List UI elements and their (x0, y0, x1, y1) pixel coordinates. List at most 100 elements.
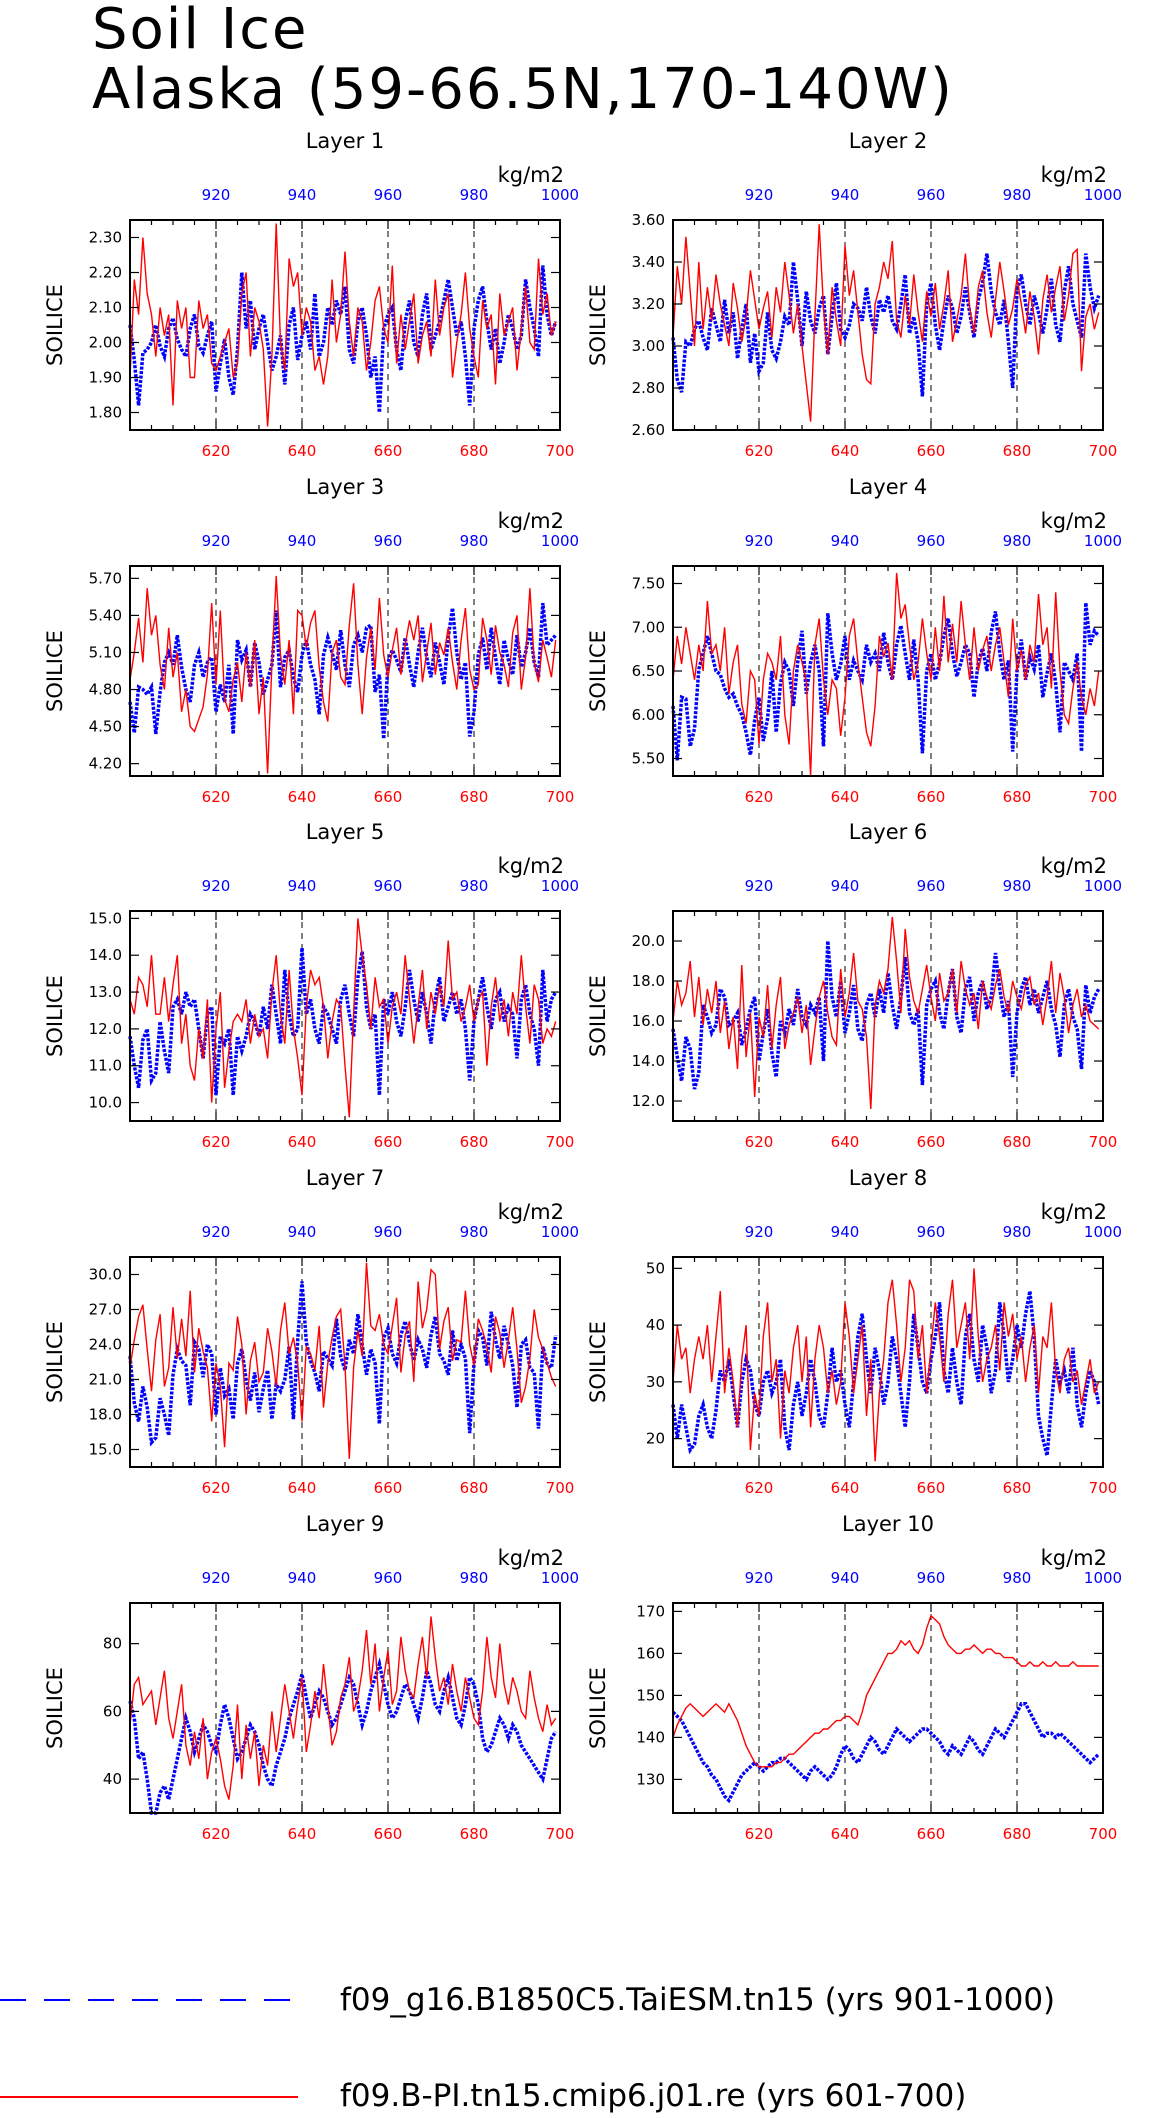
layer-1-top-tick-label: 960 (374, 186, 403, 204)
layer-7-ylabel: SOILICE (43, 1321, 67, 1403)
layer-2-top-tick-label: 960 (917, 186, 946, 204)
layer-1-top-tick-label: 920 (202, 186, 231, 204)
layer-2-bottom-tick-label: 700 (1089, 442, 1118, 460)
layer-9-bottom-tick-label: 620 (202, 1825, 231, 1843)
layer-1-bottom-tick-label: 620 (202, 442, 231, 460)
layer-5-bottom-tick-label: 680 (460, 1133, 489, 1151)
layer-2-bottom-tick-label: 680 (1003, 442, 1032, 460)
layer-10-ytick-label: 170 (636, 1602, 665, 1620)
layer-2-ytick-label: 2.80 (632, 379, 665, 397)
layer-4-ytick-label: 7.00 (632, 618, 665, 636)
layer-4-top-tick-label: 1000 (1084, 532, 1122, 550)
layer-4-bottom-tick-label: 640 (831, 788, 860, 806)
layer-7-top-tick-label: 920 (202, 1223, 231, 1241)
layer-3-top-axis-label: kg/m2 (498, 509, 564, 533)
layer-6-series-taiesm (671, 940, 1101, 1090)
layer-3-ylabel: SOILICE (43, 630, 67, 712)
layer-1-top-tick-label: 1000 (541, 186, 579, 204)
layer-8-plot-frame (672, 1256, 1104, 1468)
layer-9-plot-frame (129, 1602, 561, 1814)
layer-1-bottom-tick-label: 680 (460, 442, 489, 460)
layer-2-plot-frame (672, 219, 1104, 431)
layer-3-series-taiesm (128, 602, 558, 740)
layer-9-series-taiesm (128, 1657, 558, 1815)
layer-6-top-tick-label: 960 (917, 877, 946, 895)
layer-3-ytick-label: 4.50 (89, 718, 122, 736)
layer-1-top-axis-label: kg/m2 (498, 163, 564, 187)
figure-title-line-1: Soil Ice (92, 0, 309, 62)
layer-10-bottom-tick-label: 640 (831, 1825, 860, 1843)
layer-8-ylabel: SOILICE (586, 1321, 610, 1403)
layer-8-title: Layer 8 (849, 1166, 928, 1190)
layer-6-top-tick-label: 1000 (1084, 877, 1122, 895)
layer-2-top-tick-label: 1000 (1084, 186, 1122, 204)
layer-7-ytick-label: 18.0 (89, 1406, 122, 1424)
layer-7-series-taiesm (128, 1281, 558, 1447)
layer-4-bottom-tick-label: 620 (745, 788, 774, 806)
layer-2-ytick-label: 3.00 (632, 337, 665, 355)
layer-4-top-tick-label: 920 (745, 532, 774, 550)
layer-5-bottom-tick-label: 640 (288, 1133, 317, 1151)
layer-3-top-tick-label: 980 (460, 532, 489, 550)
layer-4-top-axis-label: kg/m2 (1041, 509, 1107, 533)
layer-8-ytick-label: 20 (646, 1430, 665, 1448)
layer-1-bottom-tick-label: 660 (374, 442, 403, 460)
layer-7-top-tick-label: 980 (460, 1223, 489, 1241)
layer-4-ytick-label: 5.50 (632, 750, 665, 768)
layer-3-top-tick-label: 920 (202, 532, 231, 550)
figure-title-line-2: Alaska (59-66.5N,170-140W) (92, 57, 954, 122)
layer-8-bottom-tick-label: 640 (831, 1479, 860, 1497)
layer-5-bottom-tick-label: 660 (374, 1133, 403, 1151)
layer-7-bottom-tick-label: 660 (374, 1479, 403, 1497)
layer-5-ytick-label: 11.0 (89, 1057, 122, 1075)
layer-9-top-tick-label: 940 (288, 1569, 317, 1587)
layer-8-bottom-tick-label: 620 (745, 1479, 774, 1497)
layer-10-ytick-label: 140 (636, 1728, 665, 1746)
layer-8-top-tick-label: 920 (745, 1223, 774, 1241)
layer-7-bottom-tick-label: 700 (546, 1479, 575, 1497)
layer-10-ytick-label: 150 (636, 1686, 665, 1704)
layer-6-ytick-label: 18.0 (632, 972, 665, 990)
layer-5-top-tick-label: 960 (374, 877, 403, 895)
layer-2-title: Layer 2 (849, 129, 928, 153)
layer-10-bottom-tick-label: 680 (1003, 1825, 1032, 1843)
layer-2-bottom-tick-label: 620 (745, 442, 774, 460)
legend-label-taiesm: f09_g16.B1850C5.TaiESM.tn15 (yrs 901-100… (340, 1982, 1056, 2018)
layer-5-plot-frame (129, 910, 561, 1122)
layer-4-series-cmip6 (672, 572, 1100, 777)
layer-10-top-tick-label: 960 (917, 1569, 946, 1587)
layer-1-title: Layer 1 (306, 129, 385, 153)
layer-2-ytick-label: 3.40 (632, 253, 665, 271)
layer-3-bottom-tick-label: 620 (202, 788, 231, 806)
layer-8-ytick-label: 40 (646, 1316, 665, 1334)
layer-8-top-tick-label: 980 (1003, 1223, 1032, 1241)
layer-7-top-tick-label: 960 (374, 1223, 403, 1241)
layer-9-ytick-label: 40 (103, 1770, 122, 1788)
layer-9-ytick-label: 60 (103, 1702, 122, 1720)
layer-3-ytick-label: 4.20 (89, 755, 122, 773)
layer-9-ytick-label: 80 (103, 1635, 122, 1653)
layer-3-top-tick-label: 1000 (541, 532, 579, 550)
layer-1-series-taiesm (128, 265, 558, 413)
layer-10-title: Layer 10 (842, 1512, 934, 1536)
layer-7-ytick-label: 30.0 (89, 1266, 122, 1284)
layer-7-bottom-tick-label: 680 (460, 1479, 489, 1497)
layer-10-top-tick-label: 940 (831, 1569, 860, 1587)
layer-3-top-tick-label: 940 (288, 532, 317, 550)
layer-6-bottom-tick-label: 680 (1003, 1133, 1032, 1151)
layer-4-top-tick-label: 980 (1003, 532, 1032, 550)
layer-6-bottom-tick-label: 640 (831, 1133, 860, 1151)
layer-2-ylabel: SOILICE (586, 284, 610, 366)
layer-8-top-tick-label: 940 (831, 1223, 860, 1241)
layer-6-top-tick-label: 940 (831, 877, 860, 895)
layer-5-ylabel: SOILICE (43, 975, 67, 1057)
layer-5-series-cmip6 (129, 918, 557, 1118)
layer-9-bottom-tick-label: 660 (374, 1825, 403, 1843)
layer-10-series-taiesm (671, 1702, 1100, 1804)
layer-10-top-tick-label: 920 (745, 1569, 774, 1587)
layer-1-top-tick-label: 980 (460, 186, 489, 204)
layer-4-ytick-label: 6.50 (632, 662, 665, 680)
layer-9-bottom-tick-label: 680 (460, 1825, 489, 1843)
layer-1-series-cmip6 (129, 223, 557, 427)
